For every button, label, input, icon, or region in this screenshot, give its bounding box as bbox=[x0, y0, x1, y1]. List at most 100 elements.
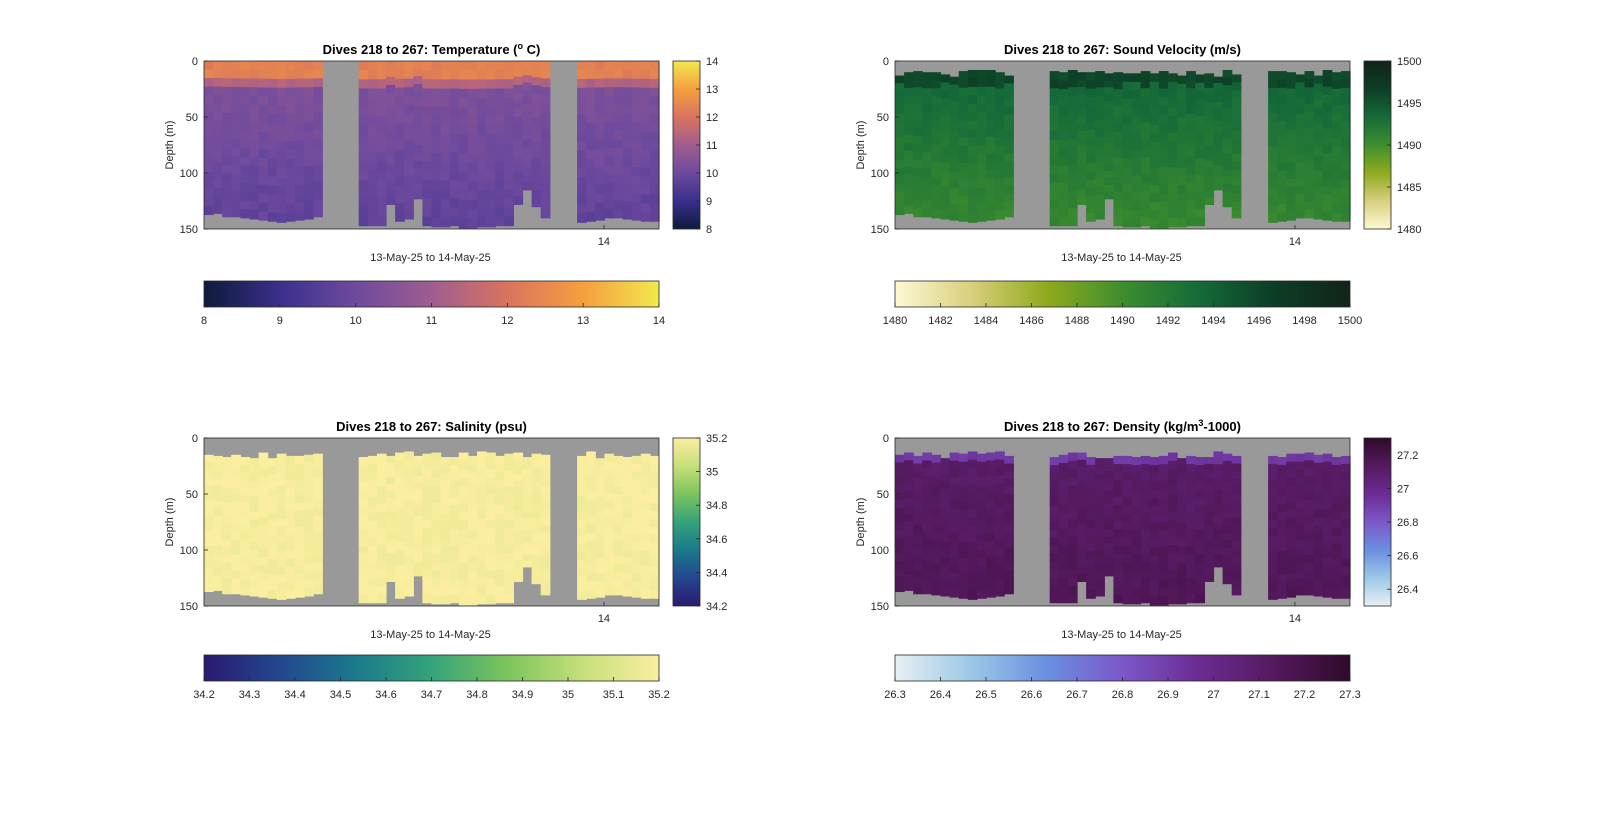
data-cell bbox=[1195, 465, 1205, 474]
data-cell bbox=[267, 87, 278, 98]
data-cell bbox=[1231, 177, 1242, 187]
data-cell bbox=[1340, 196, 1351, 206]
colorbar-tick-label: 12 bbox=[706, 112, 718, 124]
data-cell bbox=[477, 107, 487, 117]
data-cell bbox=[440, 88, 451, 99]
data-cell bbox=[604, 539, 615, 549]
data-cell bbox=[367, 179, 378, 190]
data-cell bbox=[622, 534, 633, 543]
profile-column bbox=[222, 61, 232, 218]
data-cell bbox=[1231, 525, 1242, 534]
data-cell bbox=[304, 564, 314, 573]
data-cell bbox=[976, 162, 987, 172]
data-cell bbox=[258, 548, 269, 558]
data-cell bbox=[922, 168, 932, 178]
data-cell bbox=[1204, 484, 1215, 493]
data-cell bbox=[1295, 185, 1306, 195]
data-cell bbox=[1104, 129, 1114, 137]
vertical-colorbar bbox=[1363, 60, 1392, 230]
data-cell bbox=[467, 530, 478, 540]
data-cell bbox=[467, 513, 478, 523]
data-cell bbox=[522, 554, 533, 562]
data-cell bbox=[404, 547, 414, 557]
data-cell bbox=[531, 453, 542, 462]
data-cell bbox=[449, 198, 460, 208]
data-cell bbox=[486, 70, 496, 81]
data-cell bbox=[1149, 167, 1160, 177]
data-cell bbox=[213, 515, 223, 524]
data-cell bbox=[204, 112, 214, 122]
y-tick-label: 100 bbox=[180, 545, 198, 557]
data-cell bbox=[231, 138, 241, 149]
data-cell bbox=[1322, 128, 1333, 138]
data-cell bbox=[531, 182, 542, 192]
data-cell bbox=[504, 134, 514, 144]
data-cell bbox=[204, 78, 214, 88]
data-cell bbox=[577, 591, 587, 600]
data-cell bbox=[386, 124, 396, 134]
data-cell bbox=[531, 69, 542, 78]
data-cell bbox=[622, 157, 633, 167]
data-cell bbox=[1077, 495, 1087, 504]
data-cell bbox=[1204, 153, 1215, 162]
data-cell bbox=[986, 195, 996, 204]
data-cell bbox=[395, 78, 405, 89]
data-cell bbox=[1313, 147, 1324, 156]
data-cell bbox=[1231, 106, 1242, 115]
data-cell bbox=[1304, 71, 1315, 80]
data-cell bbox=[1104, 497, 1114, 505]
data-cell bbox=[504, 170, 514, 181]
data-cell bbox=[386, 156, 396, 166]
data-cell bbox=[958, 582, 969, 591]
data-cell bbox=[949, 548, 960, 558]
data-cell bbox=[522, 161, 533, 169]
data-cell bbox=[1340, 179, 1351, 189]
data-cell bbox=[449, 529, 460, 539]
data-cell bbox=[1331, 72, 1342, 82]
data-cell bbox=[986, 111, 996, 121]
data-cell bbox=[1177, 579, 1187, 589]
data-cell bbox=[367, 115, 378, 126]
data-cell bbox=[1149, 572, 1160, 581]
data-cell bbox=[467, 125, 478, 136]
data-cell bbox=[240, 518, 251, 527]
data-cell bbox=[958, 509, 969, 519]
data-cell bbox=[976, 153, 987, 163]
data-cell bbox=[649, 463, 660, 473]
data-cell bbox=[1122, 218, 1133, 228]
data-cell bbox=[240, 457, 251, 466]
data-cell bbox=[976, 477, 987, 487]
data-cell bbox=[1131, 563, 1142, 572]
data-cell bbox=[231, 147, 241, 157]
data-cell bbox=[1104, 503, 1114, 512]
data-cell bbox=[1186, 191, 1196, 201]
data-cell bbox=[276, 213, 287, 223]
data-cell bbox=[458, 469, 469, 479]
data-cell bbox=[1168, 167, 1178, 177]
x-axis-label: 13-May-25 to 14-May-25 bbox=[1061, 629, 1181, 641]
data-cell bbox=[1286, 573, 1296, 582]
data-cell bbox=[386, 140, 396, 150]
profile-column bbox=[1177, 75, 1187, 228]
y-tick-label: 50 bbox=[877, 112, 889, 124]
data-cell bbox=[276, 550, 287, 560]
data-cell bbox=[204, 86, 214, 96]
data-cell bbox=[240, 95, 251, 106]
data-cell bbox=[1058, 165, 1069, 176]
data-cell bbox=[1195, 521, 1205, 531]
data-cell bbox=[431, 595, 442, 605]
data-cell bbox=[1222, 533, 1233, 541]
data-cell bbox=[1095, 145, 1105, 154]
data-cell bbox=[477, 536, 487, 546]
data-cell bbox=[213, 582, 223, 591]
data-cell bbox=[967, 171, 978, 181]
data-cell bbox=[622, 518, 633, 528]
data-cell bbox=[1077, 474, 1087, 482]
data-cell bbox=[204, 538, 214, 547]
data-cell bbox=[904, 197, 914, 207]
data-cell bbox=[540, 61, 551, 71]
dives-density-panel: Dives 218 to 267: Density (kg/m3-1000)05… bbox=[855, 418, 1418, 701]
data-cell bbox=[1340, 187, 1351, 197]
data-cell bbox=[204, 154, 214, 164]
data-cell bbox=[1067, 469, 1078, 479]
